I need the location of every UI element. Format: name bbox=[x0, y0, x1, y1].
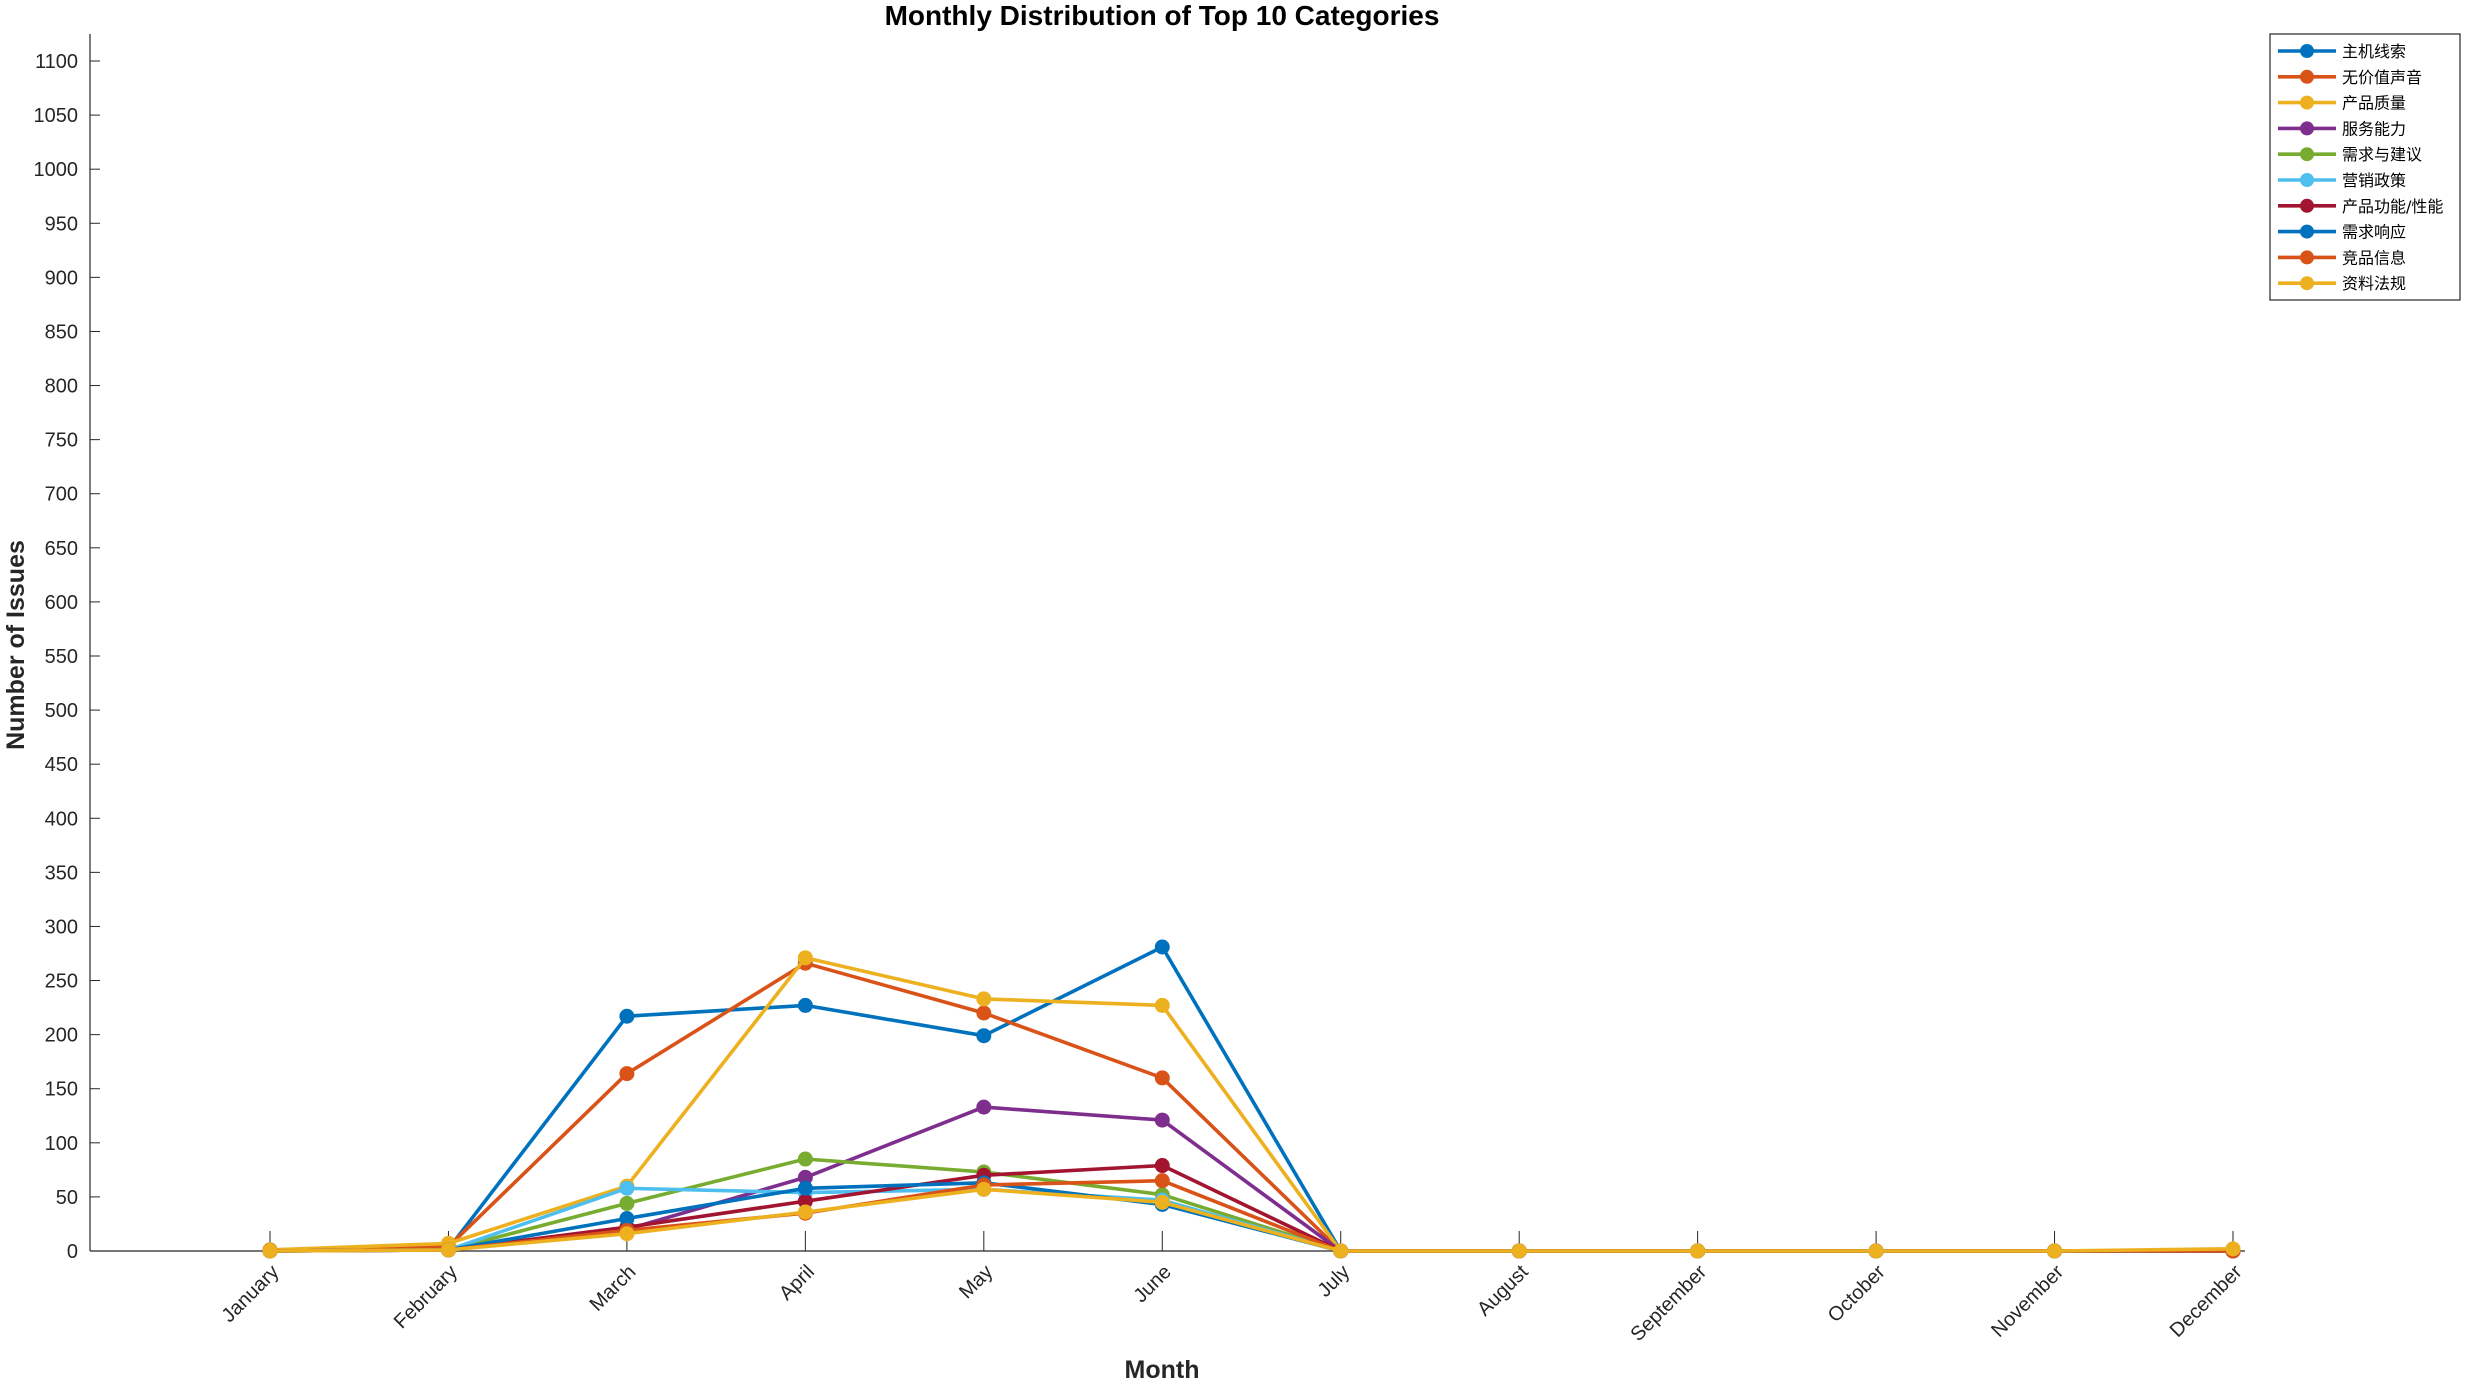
data-point bbox=[1154, 997, 1170, 1013]
data-point bbox=[1868, 1243, 1884, 1259]
legend-marker bbox=[2300, 121, 2314, 136]
legend-marker bbox=[2300, 173, 2314, 187]
legend-marker bbox=[2300, 224, 2314, 239]
data-point bbox=[976, 1099, 992, 1115]
legend-marker bbox=[2300, 95, 2314, 110]
y-tick-label: 1100 bbox=[35, 51, 78, 73]
data-point bbox=[619, 1195, 635, 1211]
data-point bbox=[1154, 1070, 1170, 1086]
data-point bbox=[619, 1066, 635, 1082]
legend-label: 产品功能/性能 bbox=[2342, 197, 2443, 216]
data-point bbox=[619, 1008, 635, 1024]
y-tick-label: 850 bbox=[45, 321, 78, 343]
legend-marker bbox=[2300, 147, 2314, 162]
legend-label: 需求与建议 bbox=[2342, 145, 2422, 164]
data-point bbox=[440, 1242, 456, 1258]
y-tick-label: 50 bbox=[56, 1187, 78, 1209]
y-tick-label: 250 bbox=[45, 971, 78, 993]
data-point bbox=[797, 1151, 813, 1167]
data-point bbox=[619, 1226, 635, 1242]
legend-label: 需求响应 bbox=[2342, 223, 2406, 242]
legend-item: 需求响应 bbox=[2278, 223, 2406, 242]
legend-marker bbox=[2300, 198, 2314, 213]
data-point bbox=[1154, 1158, 1170, 1174]
legend: 主机线索无价值声音产品质量服务能力需求与建议营销政策产品功能/性能需求响应竞品信… bbox=[2269, 33, 2461, 301]
y-tick-label: 600 bbox=[45, 592, 78, 614]
plot-series bbox=[262, 939, 2241, 1259]
legend-marker bbox=[2300, 69, 2314, 84]
chart-title: Monthly Distribution of Top 10 Categorie… bbox=[885, 0, 1440, 31]
legend-item: 产品质量 bbox=[2278, 94, 2406, 113]
y-tick-label: 550 bbox=[45, 646, 78, 668]
legend-label: 竞品信息 bbox=[2342, 248, 2406, 267]
y-tick-label: 800 bbox=[45, 376, 78, 398]
y-tick-label: 300 bbox=[45, 916, 78, 938]
data-point bbox=[797, 1180, 813, 1196]
legend-label: 营销政策 bbox=[2342, 171, 2406, 190]
legend-item: 服务能力 bbox=[2278, 119, 2406, 138]
data-point bbox=[1511, 1243, 1527, 1259]
series-10 bbox=[262, 1181, 2241, 1259]
series-line bbox=[268, 1187, 2235, 1253]
y-tick-label: 1050 bbox=[34, 105, 79, 127]
data-point bbox=[1154, 939, 1170, 955]
data-point bbox=[1333, 1243, 1349, 1259]
data-point bbox=[2047, 1243, 2063, 1259]
data-point bbox=[1154, 1173, 1170, 1189]
legend-item: 主机线索 bbox=[2278, 42, 2406, 61]
legend-label: 资料法规 bbox=[2342, 274, 2406, 293]
data-point bbox=[2225, 1241, 2241, 1257]
y-tick-label: 350 bbox=[45, 862, 78, 884]
y-tick-label: 400 bbox=[45, 808, 78, 830]
data-point bbox=[262, 1243, 278, 1259]
data-point bbox=[976, 1181, 992, 1197]
data-point bbox=[1690, 1243, 1706, 1259]
data-point bbox=[619, 1211, 635, 1227]
legend-item: 无价值声音 bbox=[2278, 68, 2422, 87]
data-point bbox=[797, 997, 813, 1013]
y-tick-label: 900 bbox=[45, 267, 78, 289]
y-tick-label: 950 bbox=[45, 213, 78, 235]
legend-label: 主机线索 bbox=[2342, 42, 2406, 61]
y-axis-label: Number of Issues bbox=[2, 540, 30, 750]
y-tick-label: 100 bbox=[45, 1133, 78, 1155]
legend-item: 竞品信息 bbox=[2278, 248, 2406, 267]
y-tick-label: 0 bbox=[67, 1241, 78, 1263]
y-tick-label: 750 bbox=[45, 430, 78, 452]
data-point bbox=[797, 950, 813, 966]
x-axis-label: Month bbox=[1125, 1356, 1200, 1382]
data-point bbox=[797, 1204, 813, 1220]
legend-item: 需求与建议 bbox=[2278, 145, 2422, 164]
y-tick-label: 1000 bbox=[34, 159, 79, 181]
data-point bbox=[976, 991, 992, 1007]
y-tick-label: 150 bbox=[45, 1079, 78, 1101]
data-point bbox=[976, 1005, 992, 1021]
legend-marker bbox=[2300, 44, 2314, 58]
legend-marker bbox=[2300, 250, 2314, 265]
legend-marker bbox=[2300, 276, 2314, 291]
legend-label: 服务能力 bbox=[2342, 119, 2406, 138]
y-tick-label: 650 bbox=[45, 538, 78, 560]
data-point bbox=[976, 1028, 992, 1044]
y-axis-ticks: 0 50 100 150 200 250 300 350 400 450 500 550 600 650 7… bbox=[34, 51, 100, 1263]
legend-item: 资料法规 bbox=[2278, 274, 2406, 293]
legend-label: 产品质量 bbox=[2342, 94, 2406, 113]
y-tick-label: 450 bbox=[45, 754, 78, 776]
y-tick-label: 200 bbox=[45, 1025, 78, 1047]
data-point bbox=[619, 1180, 635, 1196]
data-point bbox=[1154, 1194, 1170, 1210]
data-point bbox=[797, 1193, 813, 1209]
legend-item: 产品功能/性能 bbox=[2278, 197, 2443, 216]
data-point bbox=[1154, 1112, 1170, 1128]
data-point bbox=[797, 1169, 813, 1185]
y-tick-label: 500 bbox=[45, 700, 78, 722]
legend-item: 营销政策 bbox=[2278, 171, 2406, 190]
y-tick-label: 700 bbox=[45, 484, 78, 506]
legend-label: 无价值声音 bbox=[2342, 68, 2422, 87]
